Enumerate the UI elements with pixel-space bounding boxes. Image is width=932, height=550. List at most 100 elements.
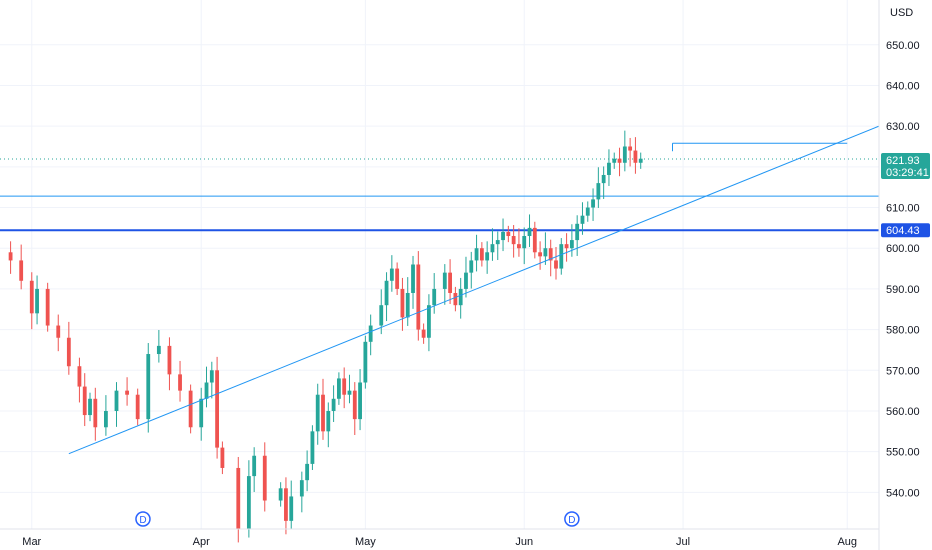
candle [479, 242, 484, 267]
candle-body [517, 244, 521, 249]
countdown-label: 03:29:41 [886, 167, 929, 179]
candle-body [82, 386, 87, 416]
candle-body [125, 390, 129, 395]
price-tick-label: 600.00 [886, 243, 920, 255]
candle-body [289, 496, 294, 521]
candle [352, 382, 357, 436]
candle-body [215, 370, 220, 448]
candle-body [628, 146, 633, 151]
candle [591, 188, 595, 221]
candle [146, 343, 151, 433]
candle [289, 480, 294, 530]
candle-body [559, 244, 564, 269]
candle-body [442, 272, 447, 289]
candle-body [575, 223, 580, 241]
price-tick-label: 650.00 [886, 40, 920, 52]
candle-body [607, 162, 611, 175]
price-tick-label: 610.00 [886, 203, 920, 215]
candle [564, 233, 569, 262]
price-axis-background [879, 0, 932, 550]
candle-body [236, 467, 241, 529]
candle-body [469, 260, 474, 273]
candle [607, 149, 611, 186]
trend-line[interactable] [68, 125, 880, 455]
candle [135, 388, 140, 426]
time-tick-label: Jun [515, 536, 533, 548]
price-tick-label: 560.00 [886, 406, 920, 418]
current-price-label: 621.93 [886, 155, 920, 167]
candle [453, 286, 458, 312]
candle [490, 228, 495, 261]
candle [93, 387, 98, 441]
candle [204, 366, 209, 408]
dividend-marker[interactable]: D [135, 511, 151, 527]
candle-body [527, 227, 532, 237]
horizontal-levels[interactable] [0, 142, 879, 232]
candle-body [511, 236, 516, 245]
candle [538, 241, 543, 270]
candle [501, 218, 505, 252]
candle [511, 225, 516, 258]
candle-body [262, 455, 267, 501]
candle-body [35, 288, 39, 314]
candle [252, 447, 257, 492]
trendline[interactable] [68, 125, 880, 455]
candle-body [421, 329, 426, 338]
price-tick-label: 570.00 [886, 365, 920, 377]
candle-body [321, 394, 325, 432]
candle-body [622, 146, 627, 163]
candle-body [501, 231, 505, 241]
candle [495, 231, 500, 261]
candle-body [617, 158, 622, 163]
price-axis[interactable]: USD [878, 0, 932, 550]
candle-body [204, 382, 209, 399]
candle [114, 382, 119, 427]
dividend-marker-circle [135, 511, 151, 527]
candle [596, 167, 601, 208]
candle-body [252, 455, 257, 477]
candle [485, 241, 490, 274]
candle [82, 373, 87, 427]
candle-body [379, 305, 384, 326]
candle [580, 202, 585, 235]
candle-body [411, 264, 415, 293]
candle [358, 369, 362, 431]
candle-body [246, 476, 251, 529]
candle [442, 264, 447, 305]
candle-body [178, 374, 182, 391]
candle-body [543, 248, 548, 257]
candle [342, 367, 347, 409]
candle-body [633, 150, 638, 163]
candle [188, 384, 193, 434]
candle [299, 471, 304, 513]
candle-body [358, 382, 362, 420]
candle-body [284, 488, 288, 521]
candle-body [310, 431, 315, 464]
candle [548, 239, 553, 277]
candle-body [490, 244, 495, 253]
candle-body [400, 288, 405, 318]
candle [209, 361, 214, 399]
candle [236, 456, 241, 543]
dividend-marker[interactable]: D [564, 511, 580, 527]
candle-body [331, 398, 336, 411]
candle-body [56, 325, 61, 338]
candle-body [363, 341, 368, 383]
candle [506, 225, 511, 243]
candle [125, 377, 129, 406]
currency-label[interactable]: USD [890, 7, 913, 19]
candle [56, 314, 61, 352]
candle [575, 215, 580, 256]
candle [543, 232, 548, 265]
candle-body [580, 215, 585, 224]
candle [88, 392, 92, 422]
candle-body [458, 288, 463, 306]
candle [305, 450, 310, 492]
candle [156, 330, 161, 363]
candle-body [479, 248, 484, 261]
candle-body [569, 240, 574, 249]
